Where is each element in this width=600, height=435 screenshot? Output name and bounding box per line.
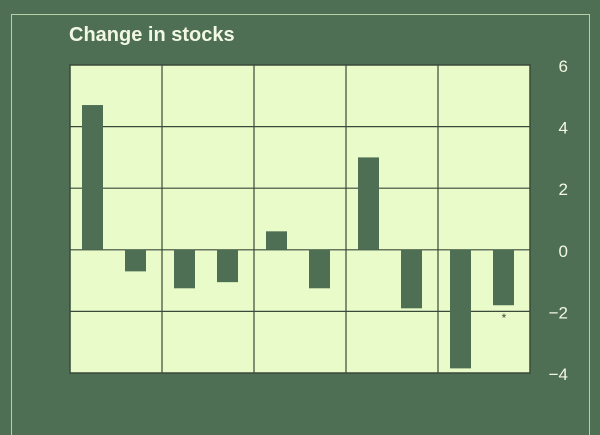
bar bbox=[125, 249, 146, 272]
chart-title: Change in stocks bbox=[69, 24, 235, 46]
bar bbox=[493, 249, 514, 306]
bar-annotation: * bbox=[502, 311, 507, 325]
bar bbox=[358, 157, 379, 250]
y-tick-label: 0 bbox=[559, 242, 568, 261]
bar bbox=[450, 249, 471, 369]
bar bbox=[309, 249, 330, 289]
bar bbox=[217, 249, 238, 283]
y-tick-label: 6 bbox=[559, 57, 568, 76]
bar-chart: 6 4 2 0 −2 −4 * bbox=[69, 57, 568, 384]
chart-frame bbox=[11, 14, 590, 435]
y-tick-label: 4 bbox=[559, 119, 568, 138]
y-tick-label: −4 bbox=[549, 365, 568, 384]
bar bbox=[174, 249, 195, 289]
bar bbox=[266, 231, 287, 250]
bar bbox=[82, 105, 103, 250]
y-tick-label: 2 bbox=[559, 180, 568, 199]
bar bbox=[401, 249, 422, 309]
y-tick-label: −2 bbox=[549, 303, 568, 322]
